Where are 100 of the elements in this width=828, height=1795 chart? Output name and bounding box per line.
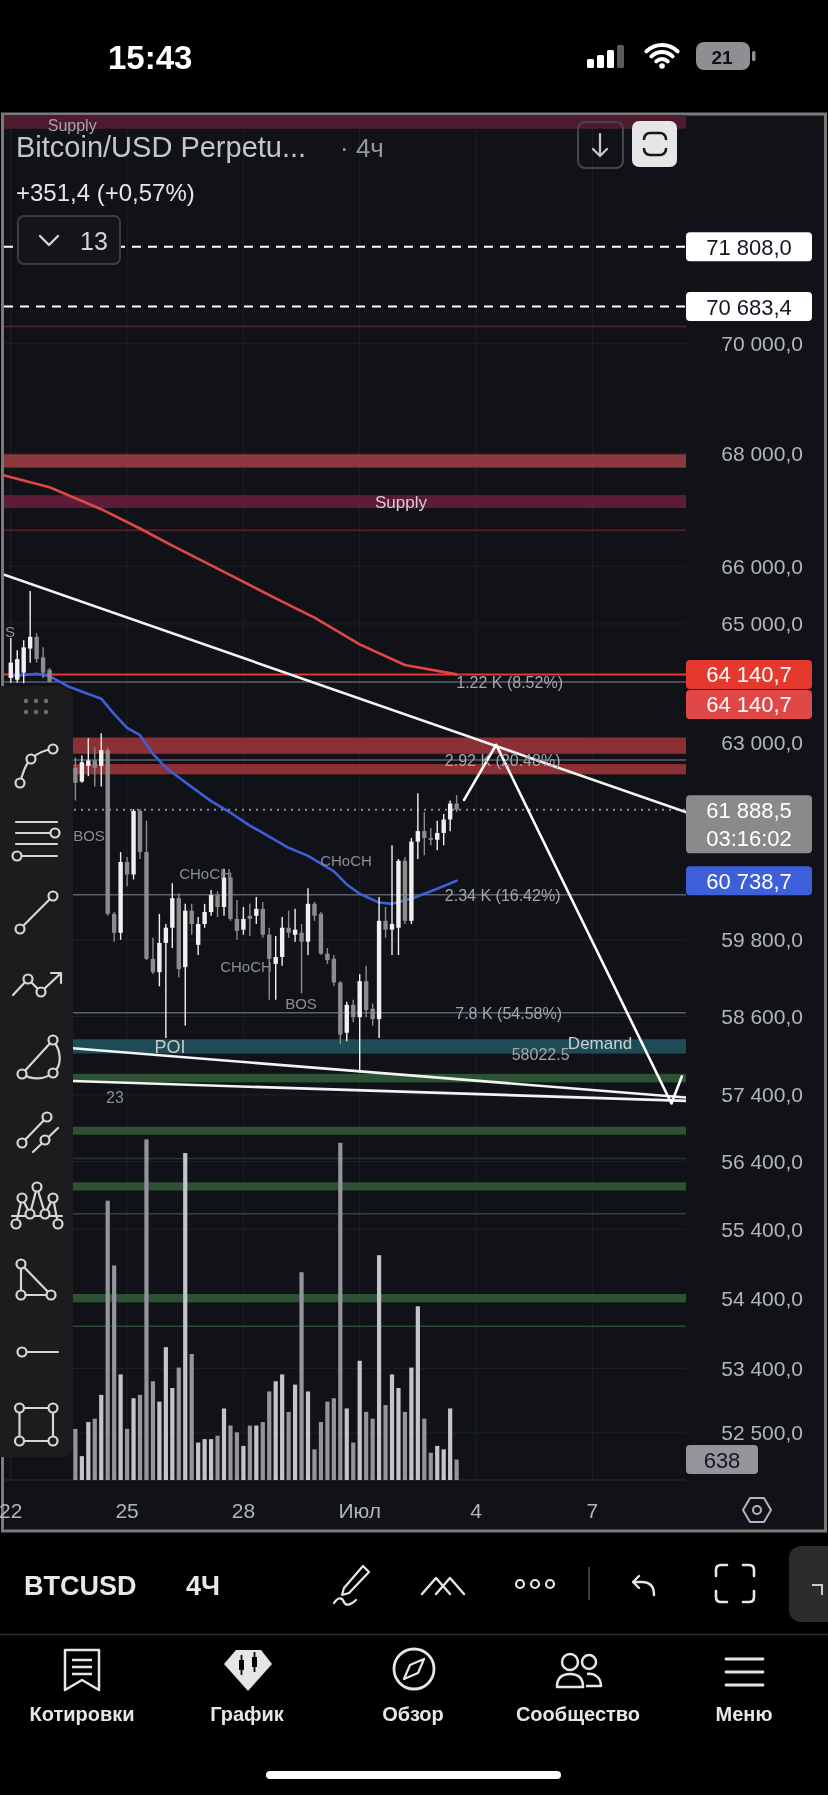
annotation: · 4ч	[340, 133, 384, 163]
bar	[305, 1391, 311, 1480]
y-tick-label: 58 600,0	[721, 1005, 803, 1029]
bar	[131, 1398, 136, 1480]
text: 638	[703, 1447, 741, 1473]
annotation: POI	[154, 1037, 186, 1057]
bar	[170, 1388, 175, 1480]
x-tick-label: 25	[115, 1498, 139, 1522]
candlestick	[189, 903, 194, 936]
text: 4Ч	[186, 1571, 220, 1601]
text: +351,4 (+0,57%)	[16, 178, 195, 206]
bar	[247, 1425, 252, 1480]
candlestick	[111, 911, 117, 943]
bar	[234, 1432, 240, 1480]
bar	[99, 1394, 104, 1480]
bar	[267, 1391, 272, 1480]
bar	[396, 1388, 401, 1480]
bar	[260, 1422, 265, 1480]
candlestick	[441, 813, 446, 847]
bar	[344, 1408, 349, 1480]
bar	[208, 1439, 214, 1480]
bar	[364, 1411, 369, 1480]
bar	[137, 1394, 143, 1480]
text: 03:16:02	[706, 825, 792, 851]
y-tick-label: 68 000,0	[721, 441, 803, 465]
bar	[389, 1374, 395, 1480]
candlestick	[241, 906, 246, 936]
candlestick	[92, 746, 97, 788]
annotation: BOS	[73, 826, 105, 844]
ref-line-label: 71 808,0	[706, 234, 792, 260]
bar	[176, 1367, 181, 1480]
bar	[383, 1405, 388, 1480]
bar	[331, 1398, 336, 1480]
bar	[409, 1367, 414, 1480]
x-tick-label: 7	[586, 1498, 599, 1522]
bar	[150, 1381, 156, 1480]
y-tick-label: 56 400,0	[721, 1149, 803, 1173]
candlestick	[389, 844, 395, 956]
bar	[454, 1459, 459, 1480]
bar	[415, 1306, 420, 1480]
y-tick-label: 63 000,0	[721, 730, 803, 754]
bar	[196, 1442, 201, 1480]
bar	[144, 1139, 149, 1480]
y-tick-label: 65 000,0	[721, 612, 803, 636]
candlestick	[208, 889, 214, 917]
bar	[189, 1353, 194, 1480]
candlestick	[383, 906, 388, 939]
bar	[92, 1418, 97, 1480]
bar	[73, 1428, 78, 1480]
bar	[292, 1384, 298, 1480]
bar	[202, 1439, 207, 1480]
candlestick	[163, 923, 169, 1039]
annotation: 1.22 K (8.52%)	[456, 673, 563, 691]
bar	[241, 1445, 246, 1480]
bar	[325, 1401, 330, 1480]
text: Меню	[715, 1703, 773, 1725]
candlestick	[312, 901, 317, 922]
text: BTCUSD	[24, 1571, 137, 1601]
candlestick	[195, 916, 201, 956]
bar	[441, 1449, 446, 1480]
x-tick-label: 4	[470, 1498, 483, 1522]
bar	[183, 1153, 188, 1480]
text: 64 140,7	[706, 691, 792, 717]
y-tick-label: 52 500,0	[721, 1421, 803, 1445]
bar	[312, 1449, 317, 1480]
annotation: 58022.5	[511, 1045, 570, 1063]
candlestick	[370, 1002, 375, 1027]
ref-line-label: 61 888,5	[706, 797, 792, 823]
candlestick	[215, 890, 220, 918]
y-tick-label: 57 400,0	[721, 1083, 803, 1107]
annotation: 7.8 K (54.58%)	[455, 1004, 562, 1022]
bar	[318, 1422, 324, 1480]
annotation: BOS	[285, 994, 317, 1012]
candlestick	[73, 756, 78, 802]
bar	[376, 1255, 382, 1480]
bar	[435, 1445, 440, 1480]
bar	[221, 1408, 227, 1480]
bar	[112, 1265, 117, 1480]
annotation: Supply	[47, 116, 97, 134]
bar	[448, 1408, 453, 1480]
candlestick	[202, 903, 207, 929]
annotation: Supply	[375, 492, 428, 512]
ref-line-label: 64 140,7	[706, 661, 792, 687]
y-tick-label: 55 400,0	[721, 1217, 803, 1241]
ref-line-label: 70 683,4	[706, 294, 792, 320]
bar	[299, 1272, 304, 1480]
y-tick-label: 54 400,0	[721, 1286, 803, 1310]
y-tick-label: 66 000,0	[721, 554, 803, 578]
text: Котировки	[29, 1703, 135, 1725]
text: График	[210, 1703, 285, 1725]
y-tick-label: 53 400,0	[721, 1356, 803, 1380]
text: 21	[711, 46, 733, 68]
bar	[402, 1411, 408, 1480]
bar	[163, 1347, 168, 1480]
candlestick	[435, 819, 440, 851]
bar	[286, 1411, 291, 1480]
y-tick-label: 59 800,0	[721, 928, 803, 952]
text: 60 738,7	[706, 868, 792, 894]
bar	[157, 1401, 162, 1480]
text: Сообщество	[515, 1703, 641, 1725]
